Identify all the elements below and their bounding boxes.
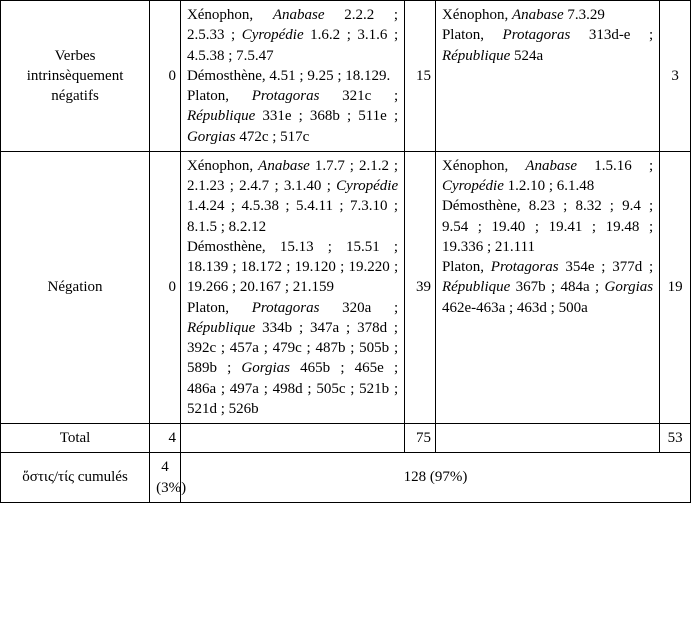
row1-c1: 0 xyxy=(150,1,181,152)
total-c3: 53 xyxy=(660,424,691,453)
row1-c2: 15 xyxy=(405,1,436,152)
row1-c3: 3 xyxy=(660,1,691,152)
row1-refs1: Xénophon, Anabase 2.2.2 ; 2.5.33 ; Cyrop… xyxy=(180,1,404,152)
row2-c1: 0 xyxy=(150,151,181,423)
summary-right: 128 (97%) xyxy=(180,453,690,503)
row2-refs2: Xénophon, Anabase 1.5.16 ; Cyropédie 1.2… xyxy=(435,151,659,423)
summary-left: 4 (3%) xyxy=(150,453,181,503)
total-empty1 xyxy=(180,424,404,453)
summary-label: ὅστις/τίς cumulés xyxy=(1,453,150,503)
total-empty2 xyxy=(435,424,659,453)
total-label: Total xyxy=(1,424,150,453)
row2-c2: 39 xyxy=(405,151,436,423)
row2-c3: 19 xyxy=(660,151,691,423)
total-c1: 4 xyxy=(150,424,181,453)
row-label-verbes: Verbes intrinsèquement négatifs xyxy=(1,1,150,152)
row1-refs2: Xénophon, Anabase 7.3.29Platon, Protagor… xyxy=(435,1,659,152)
row-label-negation: Négation xyxy=(1,151,150,423)
total-c2: 75 xyxy=(405,424,436,453)
row2-refs1: Xénophon, Anabase 1.7.7 ; 2.1.2 ; 2.1.23… xyxy=(180,151,404,423)
